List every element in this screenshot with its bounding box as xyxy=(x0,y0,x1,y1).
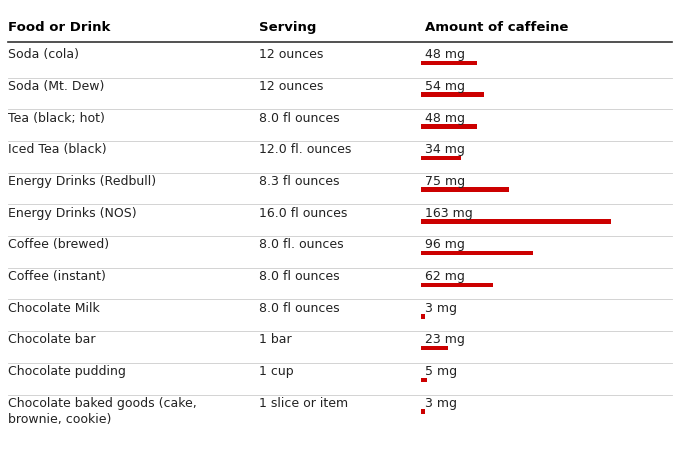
Text: 3 mg: 3 mg xyxy=(424,397,457,410)
Text: Soda (Mt. Dew): Soda (Mt. Dew) xyxy=(8,80,105,93)
FancyBboxPatch shape xyxy=(422,92,484,97)
Text: 8.3 fl ounces: 8.3 fl ounces xyxy=(258,175,339,188)
Text: 12 ounces: 12 ounces xyxy=(258,48,323,61)
Text: 163 mg: 163 mg xyxy=(424,207,473,220)
FancyBboxPatch shape xyxy=(422,124,477,128)
Text: 1 slice or item: 1 slice or item xyxy=(258,397,348,410)
Text: 96 mg: 96 mg xyxy=(424,238,464,251)
FancyBboxPatch shape xyxy=(422,188,509,192)
Text: 1 bar: 1 bar xyxy=(258,333,291,346)
Text: Chocolate baked goods (cake,
brownie, cookie): Chocolate baked goods (cake, brownie, co… xyxy=(8,397,197,426)
Text: Chocolate bar: Chocolate bar xyxy=(8,333,96,346)
Text: Energy Drinks (NOS): Energy Drinks (NOS) xyxy=(8,207,137,220)
Text: 34 mg: 34 mg xyxy=(424,143,464,156)
Text: Coffee (brewed): Coffee (brewed) xyxy=(8,238,109,251)
FancyBboxPatch shape xyxy=(422,282,494,287)
Text: 62 mg: 62 mg xyxy=(424,270,464,283)
FancyBboxPatch shape xyxy=(422,61,477,65)
FancyBboxPatch shape xyxy=(422,156,461,160)
Text: Chocolate pudding: Chocolate pudding xyxy=(8,365,126,378)
Text: Tea (black; hot): Tea (black; hot) xyxy=(8,112,105,125)
Text: Chocolate Milk: Chocolate Milk xyxy=(8,302,100,315)
Text: 12 ounces: 12 ounces xyxy=(258,80,323,93)
Text: 3 mg: 3 mg xyxy=(424,302,457,315)
FancyBboxPatch shape xyxy=(422,314,425,319)
Text: 16.0 fl ounces: 16.0 fl ounces xyxy=(258,207,347,220)
FancyBboxPatch shape xyxy=(422,251,533,255)
Text: 8.0 fl ounces: 8.0 fl ounces xyxy=(258,112,339,125)
Text: Serving: Serving xyxy=(258,22,316,35)
Text: Amount of caffeine: Amount of caffeine xyxy=(424,22,568,35)
Text: 48 mg: 48 mg xyxy=(424,112,464,125)
FancyBboxPatch shape xyxy=(422,378,427,382)
Text: 12.0 fl. ounces: 12.0 fl. ounces xyxy=(258,143,351,156)
Text: 54 mg: 54 mg xyxy=(424,80,464,93)
FancyBboxPatch shape xyxy=(422,219,611,224)
Text: 8.0 fl ounces: 8.0 fl ounces xyxy=(258,270,339,283)
Text: Coffee (instant): Coffee (instant) xyxy=(8,270,106,283)
Text: Iced Tea (black): Iced Tea (black) xyxy=(8,143,107,156)
Text: 23 mg: 23 mg xyxy=(424,333,464,346)
Text: 75 mg: 75 mg xyxy=(424,175,464,188)
Text: 8.0 fl ounces: 8.0 fl ounces xyxy=(258,302,339,315)
Text: 8.0 fl. ounces: 8.0 fl. ounces xyxy=(258,238,343,251)
FancyBboxPatch shape xyxy=(422,346,448,350)
Text: 5 mg: 5 mg xyxy=(424,365,457,378)
Text: Soda (cola): Soda (cola) xyxy=(8,48,79,61)
Text: Energy Drinks (Redbull): Energy Drinks (Redbull) xyxy=(8,175,156,188)
FancyBboxPatch shape xyxy=(422,409,425,414)
Text: 48 mg: 48 mg xyxy=(424,48,464,61)
Text: 1 cup: 1 cup xyxy=(258,365,293,378)
Text: Food or Drink: Food or Drink xyxy=(8,22,111,35)
